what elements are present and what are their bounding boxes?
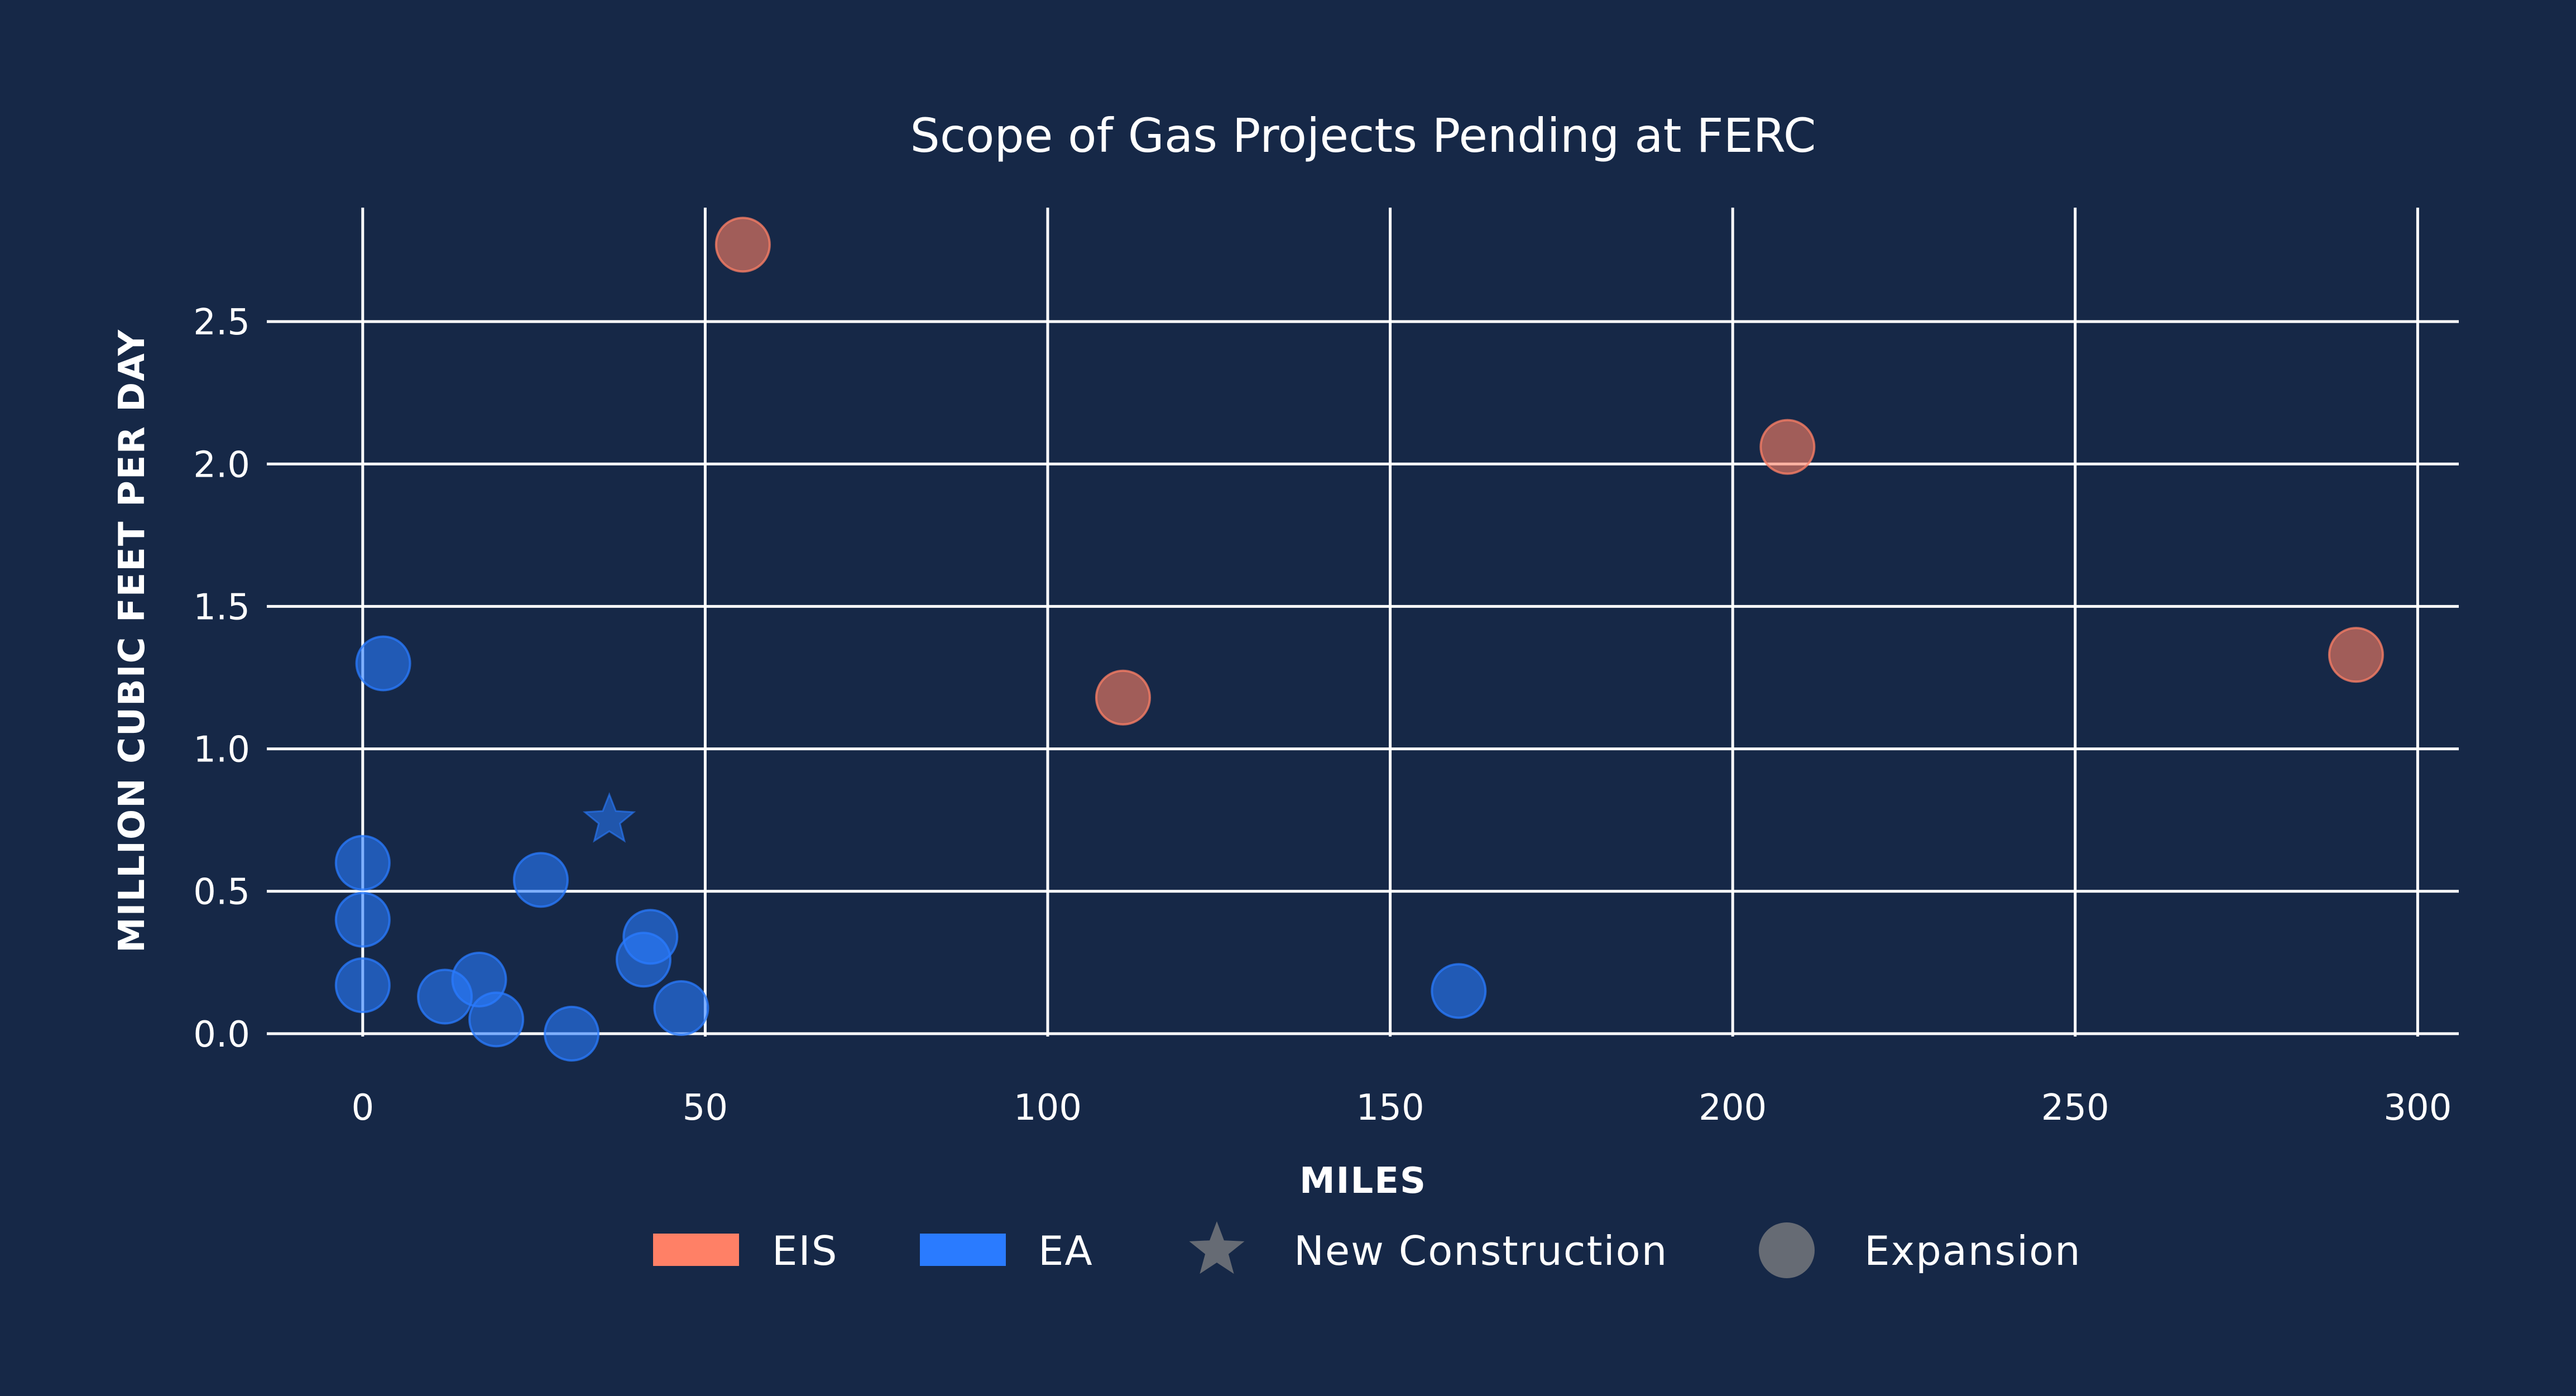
data-point [544,1005,600,1062]
data-point [1431,963,1487,1019]
y-tick-label: 2.0 [193,444,250,486]
x-tick-label: 0 [351,1087,374,1129]
legend-label: Expansion [1864,1227,2081,1274]
x-tick-labels: 0 50 100 150 200 250 300 [351,1087,2452,1129]
y-tick-label: 1.5 [193,587,250,628]
data-point [714,217,771,273]
grid [267,208,2459,1037]
y-tick-label: 1.0 [193,730,250,771]
y-tick-label: 0.0 [193,1014,250,1056]
data-point-star [582,792,636,843]
x-tick-label: 50 [683,1087,728,1129]
y-tick-labels: 0.0 0.5 1.0 1.5 2.0 2.5 [193,302,250,1056]
legend-label: New Construction [1294,1227,1668,1274]
legend-label: EIS [772,1227,838,1274]
chart-title: Scope of Gas Projects Pending at FERC [910,108,1816,163]
data-point [1095,669,1151,726]
data-point [512,852,569,908]
y-tick-label: 2.5 [193,302,250,343]
legend-swatch [653,1234,739,1266]
x-tick-label: 300 [2383,1087,2452,1129]
x-axis-title: MILES [1299,1160,1427,1202]
data-point [653,980,709,1036]
legend-circle-marker [1759,1222,1815,1278]
legend-swatch [920,1234,1006,1266]
x-tick-label: 100 [1014,1087,1082,1129]
legend-star-marker [1189,1221,1245,1274]
y-tick-label: 0.5 [193,872,250,913]
data-point [334,891,391,948]
x-tick-label: 200 [1699,1087,1767,1129]
data-point [1759,419,1816,475]
data-points [334,217,2384,1062]
data-point [334,957,391,1014]
data-point [334,834,391,891]
legend-label: EA [1038,1227,1093,1274]
data-point [2328,627,2384,683]
data-point [355,635,411,692]
x-tick-label: 250 [2041,1087,2109,1129]
data-point [468,991,525,1048]
legend: EIS EA New Construction Expansion [653,1221,2081,1278]
x-tick-label: 150 [1356,1087,1424,1129]
data-point [622,909,679,965]
y-axis-title: MILLION CUBIC FEET PER DAY [112,329,153,953]
